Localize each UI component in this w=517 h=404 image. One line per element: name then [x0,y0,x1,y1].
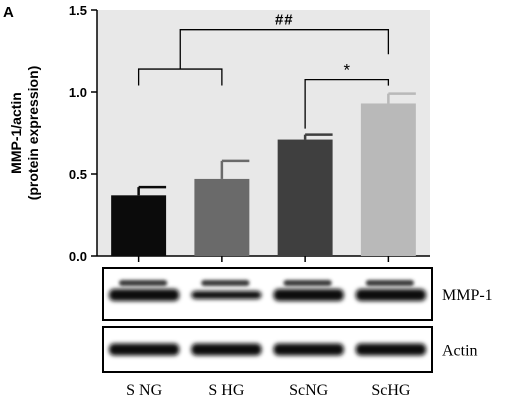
y-tick-label: 0.5 [69,167,87,182]
bar-s-hg [194,178,250,256]
blot-band-upper [119,280,168,286]
blot-band [355,343,426,356]
western-blot: MMP-1 Actin S NG S HG ScNG ScHG [102,267,493,399]
lane-label: S NG [126,382,162,399]
blot-row-mmp-1: MMP-1 [102,267,493,321]
bar-scng [277,139,333,256]
blot-band [273,289,344,301]
panel-label: A [3,4,14,21]
blot-row-label: MMP-1 [442,287,493,304]
y-tick-label: 0.0 [69,249,87,264]
bar-s-ng [111,195,167,256]
blot-band-upper [365,280,414,286]
y-tick-label: 1.5 [69,3,87,18]
y-tick-label: 1.0 [69,85,87,100]
significance-label-pair: * [343,61,350,80]
blot-band [191,343,262,356]
blot-band-upper [201,280,250,286]
lane-label: ScHG [371,382,411,399]
blot-band [191,291,262,299]
y-axis-title-line2: (protein expression) [25,66,41,201]
blot-band [273,343,344,356]
lane-label: ScNG [289,382,329,399]
blot-band [355,289,426,301]
blot-row-actin: Actin [102,326,478,373]
blot-row-label: Actin [442,343,478,360]
bar-chart: 0.0 0.5 1.0 1.5 MMP-1/actin (protein expressi… [8,3,430,264]
significance-bracket-pair [304,78,390,129]
blot-band [109,343,180,356]
y-axis-title-line1: MMP-1/actin [8,92,24,174]
blot-band [109,289,180,301]
bar-schg [360,103,416,256]
lane-label: S HG [208,382,244,399]
significance-label-group: ## [275,12,294,29]
significance-bracket-group [179,29,390,70]
blot-band-upper [283,280,332,286]
